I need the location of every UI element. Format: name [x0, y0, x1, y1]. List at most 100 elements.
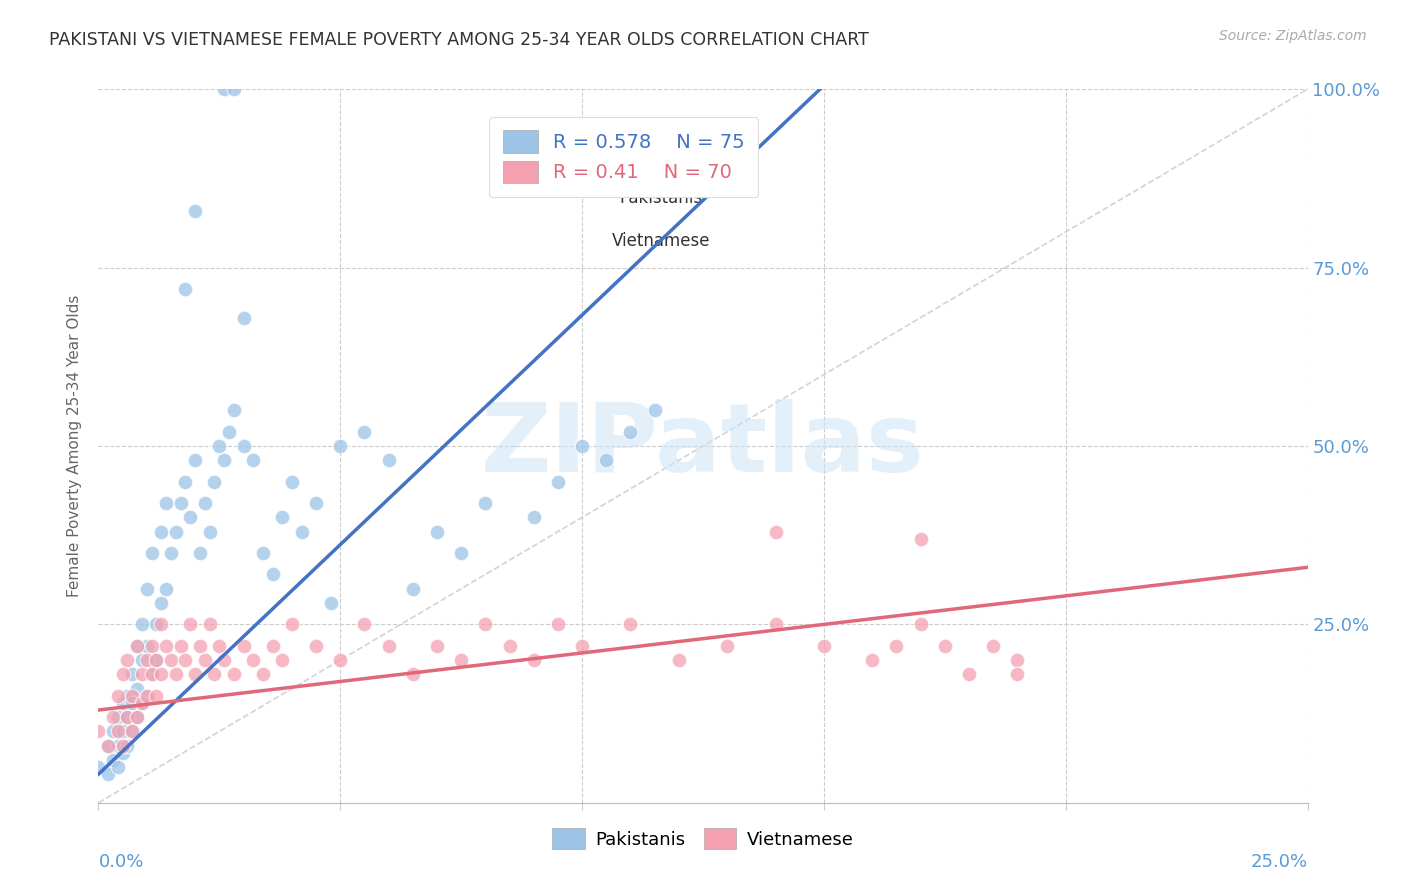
Point [135, 582, 157, 596]
Point [155, 582, 177, 596]
Point [150, 617, 173, 632]
Point [934, 639, 956, 653]
Point [160, 653, 183, 667]
Point [813, 639, 835, 653]
Point [222, 82, 245, 96]
Point [101, 753, 124, 767]
Point [208, 639, 231, 653]
Point [198, 524, 221, 539]
Point [619, 617, 641, 632]
Point [523, 510, 546, 524]
Point [150, 667, 173, 681]
Point [218, 425, 240, 439]
Point [127, 639, 149, 653]
Point [131, 653, 153, 667]
Point [426, 524, 449, 539]
Point [131, 667, 153, 681]
Point [121, 667, 143, 681]
Point [644, 403, 666, 417]
Point [117, 710, 139, 724]
Point [1007, 653, 1029, 667]
Point [886, 639, 908, 653]
Point [474, 617, 496, 632]
Point [765, 617, 787, 632]
Point [319, 596, 342, 610]
Text: ZIPatlas: ZIPatlas [481, 400, 925, 492]
Point [184, 667, 207, 681]
Point [160, 546, 183, 560]
Point [97, 739, 120, 753]
Point [212, 82, 235, 96]
Point [252, 546, 274, 560]
Point [111, 739, 134, 753]
Point [107, 710, 129, 724]
Point [145, 653, 167, 667]
Point [329, 653, 352, 667]
Point [547, 617, 569, 632]
Point [135, 639, 157, 653]
Point [222, 667, 245, 681]
Legend: Pakistanis, Vietnamese: Pakistanis, Vietnamese [543, 819, 863, 858]
Point [547, 475, 569, 489]
Point [135, 689, 157, 703]
Y-axis label: Female Poverty Among 25-34 Year Olds: Female Poverty Among 25-34 Year Olds [67, 295, 83, 597]
Point [97, 767, 120, 781]
Text: Pakistanis: Pakistanis [619, 189, 702, 207]
Point [281, 617, 304, 632]
Point [222, 403, 245, 417]
Point [474, 496, 496, 510]
Point [155, 639, 177, 653]
Point [242, 453, 264, 467]
Point [111, 724, 134, 739]
Point [271, 653, 294, 667]
Point [111, 696, 134, 710]
Point [353, 617, 375, 632]
Point [131, 617, 153, 632]
Point [252, 667, 274, 681]
Point [981, 639, 1004, 653]
Point [165, 667, 187, 681]
Point [377, 453, 399, 467]
Point [860, 653, 883, 667]
Point [174, 475, 197, 489]
Point [174, 282, 197, 296]
Point [150, 596, 173, 610]
Point [141, 667, 163, 681]
Point [117, 739, 139, 753]
Point [194, 653, 217, 667]
Point [450, 653, 472, 667]
Point [87, 760, 110, 774]
Text: 25.0%: 25.0% [1250, 853, 1308, 871]
Point [668, 653, 690, 667]
Point [121, 724, 143, 739]
Point [765, 524, 787, 539]
Point [212, 453, 235, 467]
Point [188, 639, 211, 653]
Point [232, 439, 254, 453]
Point [135, 653, 157, 667]
Point [232, 310, 254, 325]
Point [281, 475, 304, 489]
Point [101, 724, 124, 739]
Point [305, 496, 328, 510]
Point [208, 439, 231, 453]
Point [141, 667, 163, 681]
Point [145, 653, 167, 667]
Point [131, 696, 153, 710]
Text: Vietnamese: Vietnamese [612, 232, 710, 250]
Point [262, 567, 284, 582]
Point [619, 425, 641, 439]
Point [305, 639, 328, 653]
Point [165, 524, 187, 539]
Point [169, 639, 191, 653]
Point [571, 439, 593, 453]
Point [329, 439, 352, 453]
Point [117, 710, 139, 724]
Point [121, 724, 143, 739]
Point [262, 639, 284, 653]
Point [141, 639, 163, 653]
Point [1007, 667, 1029, 681]
Point [450, 546, 472, 560]
Point [426, 639, 449, 653]
Point [353, 425, 375, 439]
